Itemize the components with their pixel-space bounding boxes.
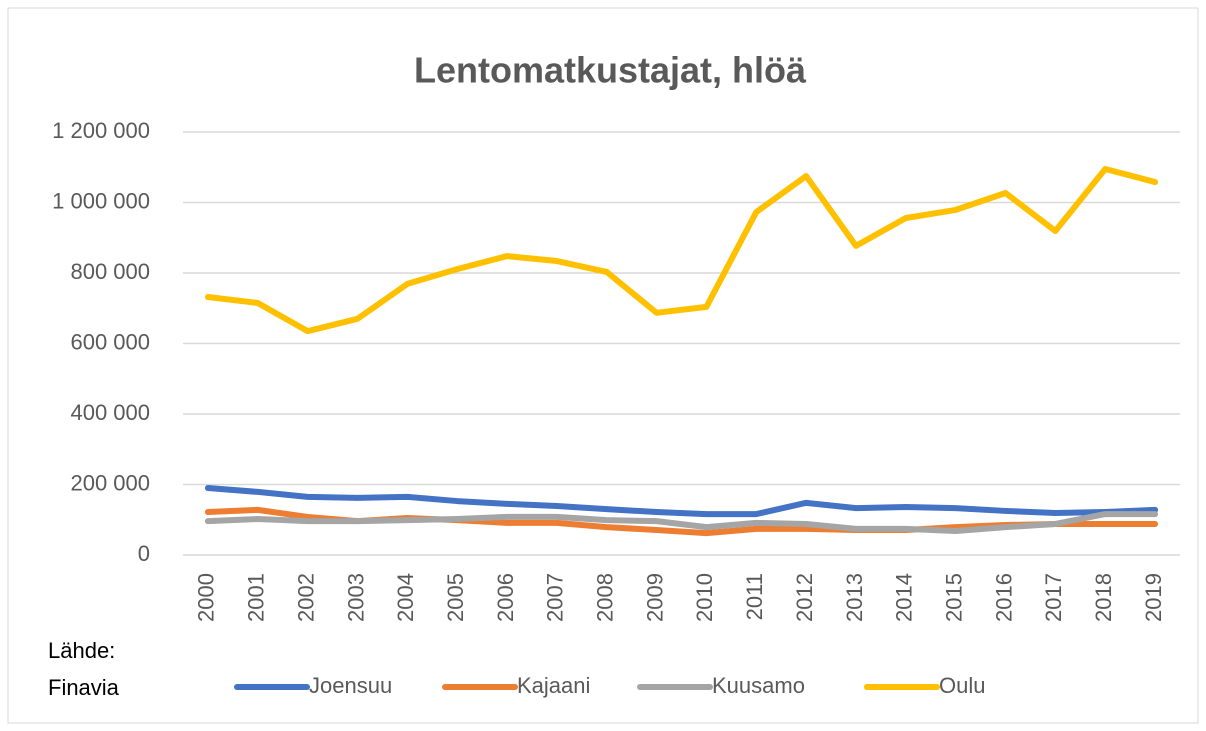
x-tick-label: 2011 <box>742 573 767 620</box>
y-tick-label: 1 000 000 <box>52 188 150 213</box>
x-tick-label: 2018 <box>1091 573 1116 622</box>
x-tick-label: 2006 <box>493 573 518 622</box>
legend-label: Joensuu <box>309 673 392 698</box>
y-tick-label: 1 200 000 <box>52 118 150 143</box>
source-name: Finavia <box>48 675 120 700</box>
x-tick-label: 2009 <box>642 573 667 622</box>
chart-title: Lentomatkustajat, hlöä <box>414 50 807 91</box>
x-tick-label: 2010 <box>692 573 717 622</box>
series-line <box>204 511 1159 535</box>
x-tick-label: 2005 <box>443 573 468 622</box>
y-tick-label: 0 <box>138 541 150 566</box>
legend-label: Oulu <box>939 673 985 698</box>
series-line <box>204 485 1159 518</box>
legend-label: Kajaani <box>517 673 590 698</box>
x-tick-label: 2007 <box>543 573 568 622</box>
series-line <box>204 166 1159 335</box>
x-tick-label: 2014 <box>892 573 917 622</box>
x-tick-label: 2012 <box>792 573 817 622</box>
x-tick-label: 2003 <box>343 573 368 622</box>
x-tick-label: 2004 <box>393 573 418 622</box>
x-tick-label: 2017 <box>1041 573 1066 622</box>
y-tick-label: 800 000 <box>70 259 150 284</box>
y-tick-label: 400 000 <box>70 400 150 425</box>
x-tick-label: 2015 <box>941 573 966 622</box>
x-tick-label: 2016 <box>991 573 1016 622</box>
y-tick-label: 600 000 <box>70 329 150 354</box>
x-tick-label: 2008 <box>593 573 618 622</box>
y-tick-label: 200 000 <box>70 470 150 495</box>
x-tick-label: 2001 <box>244 573 269 622</box>
legend-label: Kuusamo <box>712 673 805 698</box>
source-label: Lähde: <box>48 638 115 663</box>
x-tick-label: 2002 <box>293 573 318 622</box>
x-tick-label: 2019 <box>1141 573 1166 622</box>
x-tick-label: 2000 <box>194 573 219 622</box>
chart-border <box>7 7 1199 724</box>
x-tick-label: 2013 <box>842 573 867 622</box>
